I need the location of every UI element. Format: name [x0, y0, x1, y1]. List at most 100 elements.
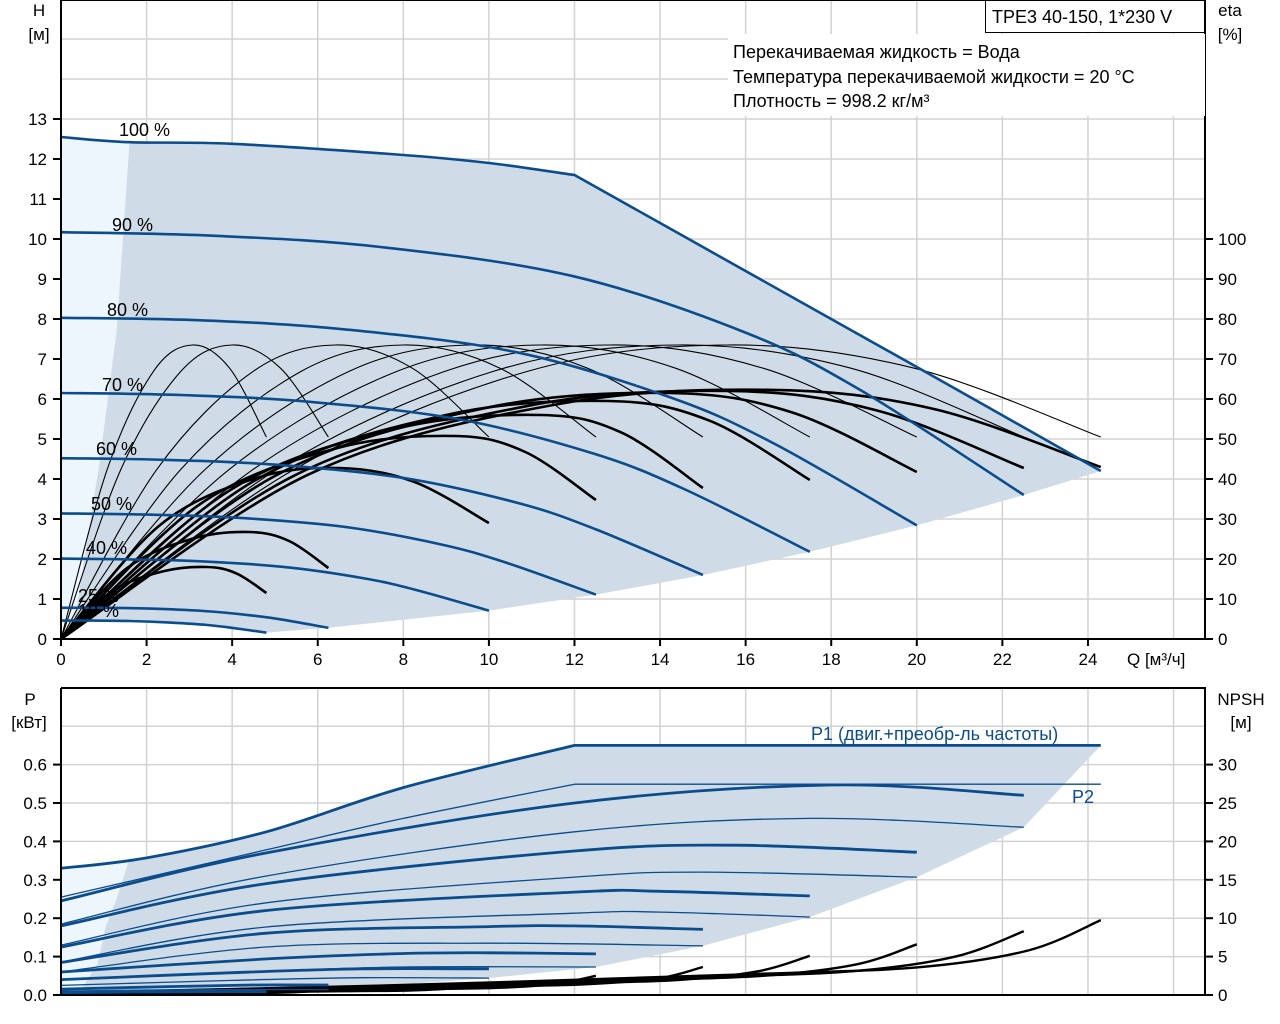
- min-flow-area: [61, 137, 130, 621]
- p1-curve: [60, 989, 267, 994]
- head-curve-40pct: [60, 557, 490, 612]
- speed-label: 80 %: [107, 300, 148, 320]
- y2-tick-label: 100: [1218, 230, 1246, 249]
- y2-tick-label: 90: [1218, 270, 1237, 289]
- y2-axis-unit-eta: [%]: [1218, 25, 1243, 44]
- y-tick-label: 0.4: [23, 832, 47, 851]
- y-axis-title-p: P: [24, 690, 35, 709]
- p1-curve: [60, 967, 489, 981]
- axis-titles: H [м] eta [%] Q [м³/ч] P [кВт] NPSH [м] …: [11, 1, 1264, 807]
- x-tick-label: 2: [142, 650, 151, 669]
- x-tick-label: 8: [399, 650, 408, 669]
- info-liquid: Перекачиваемая жидкость = Вода: [733, 42, 1021, 62]
- info-box-background: [728, 34, 1205, 116]
- y2-axis-title-npsh: NPSH: [1217, 690, 1264, 709]
- head-curve-25pct: [60, 606, 329, 630]
- y-tick-label: 10: [28, 230, 47, 249]
- efficiency-curve-thin: [60, 344, 267, 640]
- y-tick-label: 6: [38, 390, 47, 409]
- p1-curve: [60, 924, 703, 964]
- x-tick-label: 12: [565, 650, 584, 669]
- y2-tick-label: 0: [1218, 630, 1227, 649]
- y2-tick-label: 80: [1218, 310, 1237, 329]
- x-tick-label: 10: [479, 650, 498, 669]
- x-tick-label: 24: [1078, 650, 1097, 669]
- efficiency-curve-thin: [60, 344, 1101, 640]
- pump-title: TPE3 40-150, 1*230 V: [992, 7, 1172, 27]
- p2-series-label: P2: [1072, 787, 1094, 807]
- y2-tick-label: 15: [1218, 871, 1237, 890]
- info-box: Перекачиваемая жидкость = Вода Температу…: [728, 34, 1205, 116]
- p2-curve: [60, 991, 267, 995]
- x-tick-label: 22: [993, 650, 1012, 669]
- y2-tick-label: 40: [1218, 470, 1237, 489]
- speed-label: 100 %: [119, 120, 170, 140]
- y-tick-label: 12: [28, 150, 47, 169]
- efficiency-curve-total: [60, 434, 597, 640]
- efficiency-curve-thin: [60, 344, 329, 640]
- p1-curve: [60, 783, 1024, 903]
- info-density: Плотность = 998.2 кг/м³: [733, 91, 929, 111]
- y-tick-label: 0.1: [23, 948, 47, 967]
- p2-curve: [60, 817, 1024, 925]
- head-curve-50pct: [60, 512, 597, 596]
- head-curve-100pct: [60, 135, 1102, 473]
- efficiency-curve-total: [60, 466, 490, 640]
- speed-label: 90 %: [112, 215, 153, 235]
- p2-curve: [60, 976, 489, 987]
- p1-curve: [60, 951, 596, 974]
- x-tick-label: 0: [56, 650, 65, 669]
- y2-tick-label: 10: [1218, 590, 1237, 609]
- y-tick-label: 8: [38, 310, 47, 329]
- y-tick-label: 1: [38, 590, 47, 609]
- power-curves: [60, 743, 1101, 995]
- p1-curve: [60, 843, 917, 928]
- y2-tick-label: 0: [1218, 986, 1227, 1005]
- y-tick-label: 3: [38, 510, 47, 529]
- efficiency-curve-total: [60, 389, 1025, 641]
- y-tick-label: 7: [38, 350, 47, 369]
- x-tick-label: 16: [736, 650, 755, 669]
- y2-axis-title-eta: eta: [1218, 1, 1242, 20]
- power-npsh-panel: 0.0 0.1 0.2 0.3 0.4 0.5 0.6 0 5 10 15 20 25 30: [23, 687, 1237, 1005]
- speed-label: 25 %: [78, 586, 119, 606]
- y2-tick-label: 30: [1218, 756, 1237, 775]
- operating-area: [73, 745, 1101, 994]
- y2-tick-label: 25: [1218, 794, 1237, 813]
- y-tick-label: 0: [38, 630, 47, 649]
- y-tick-label: 0.0: [23, 986, 47, 1005]
- x-tick-label: 20: [907, 650, 926, 669]
- y2-tick-label: 20: [1218, 832, 1237, 851]
- y2-tick-label: 60: [1218, 390, 1237, 409]
- y2-tick-label: 50: [1218, 430, 1237, 449]
- speed-label: 40 %: [86, 538, 127, 558]
- head-curve-19pct: [60, 619, 267, 634]
- y2-tick-label: 10: [1218, 909, 1237, 928]
- speed-label: 50 %: [91, 494, 132, 514]
- p2-curve: [60, 783, 1101, 898]
- title-box-frame: [985, 0, 1205, 33]
- y-tick-label: 0.3: [23, 871, 47, 890]
- efficiency-curve-total: [60, 530, 330, 640]
- speed-label: 70 %: [102, 375, 143, 395]
- y-tick-label: 0.6: [23, 756, 47, 775]
- x-tick-label: 14: [651, 650, 670, 669]
- x-axis-title-q: Q [м³/ч]: [1127, 650, 1185, 669]
- p2-curve: [60, 910, 810, 963]
- efficiency-curve-total: [60, 388, 1102, 641]
- efficiency-curve-thin: [60, 344, 1025, 640]
- y-tick-label: 4: [38, 470, 47, 489]
- y-tick-label: 13: [28, 110, 47, 129]
- x-tick-label: 4: [227, 650, 236, 669]
- head-efficiency-panel: 100 %90 %80 %70 %60 %50 %40 %25 %19 %012…: [28, 0, 1246, 669]
- speed-label: 60 %: [96, 439, 137, 459]
- y-tick-label: 9: [38, 270, 47, 289]
- y-tick-label: 11: [29, 190, 47, 209]
- title-box: TPE3 40-150, 1*230 V: [985, 0, 1205, 33]
- head-curve-70pct: [60, 391, 811, 553]
- y-tick-label: 5: [38, 430, 47, 449]
- y2-tick-label: 70: [1218, 350, 1237, 369]
- axes: 0123456789101112130102030405060708090100…: [28, 0, 1246, 669]
- axes: 0.0 0.1 0.2 0.3 0.4 0.5 0.6 0 5 10 15 20 25 30: [23, 687, 1237, 1005]
